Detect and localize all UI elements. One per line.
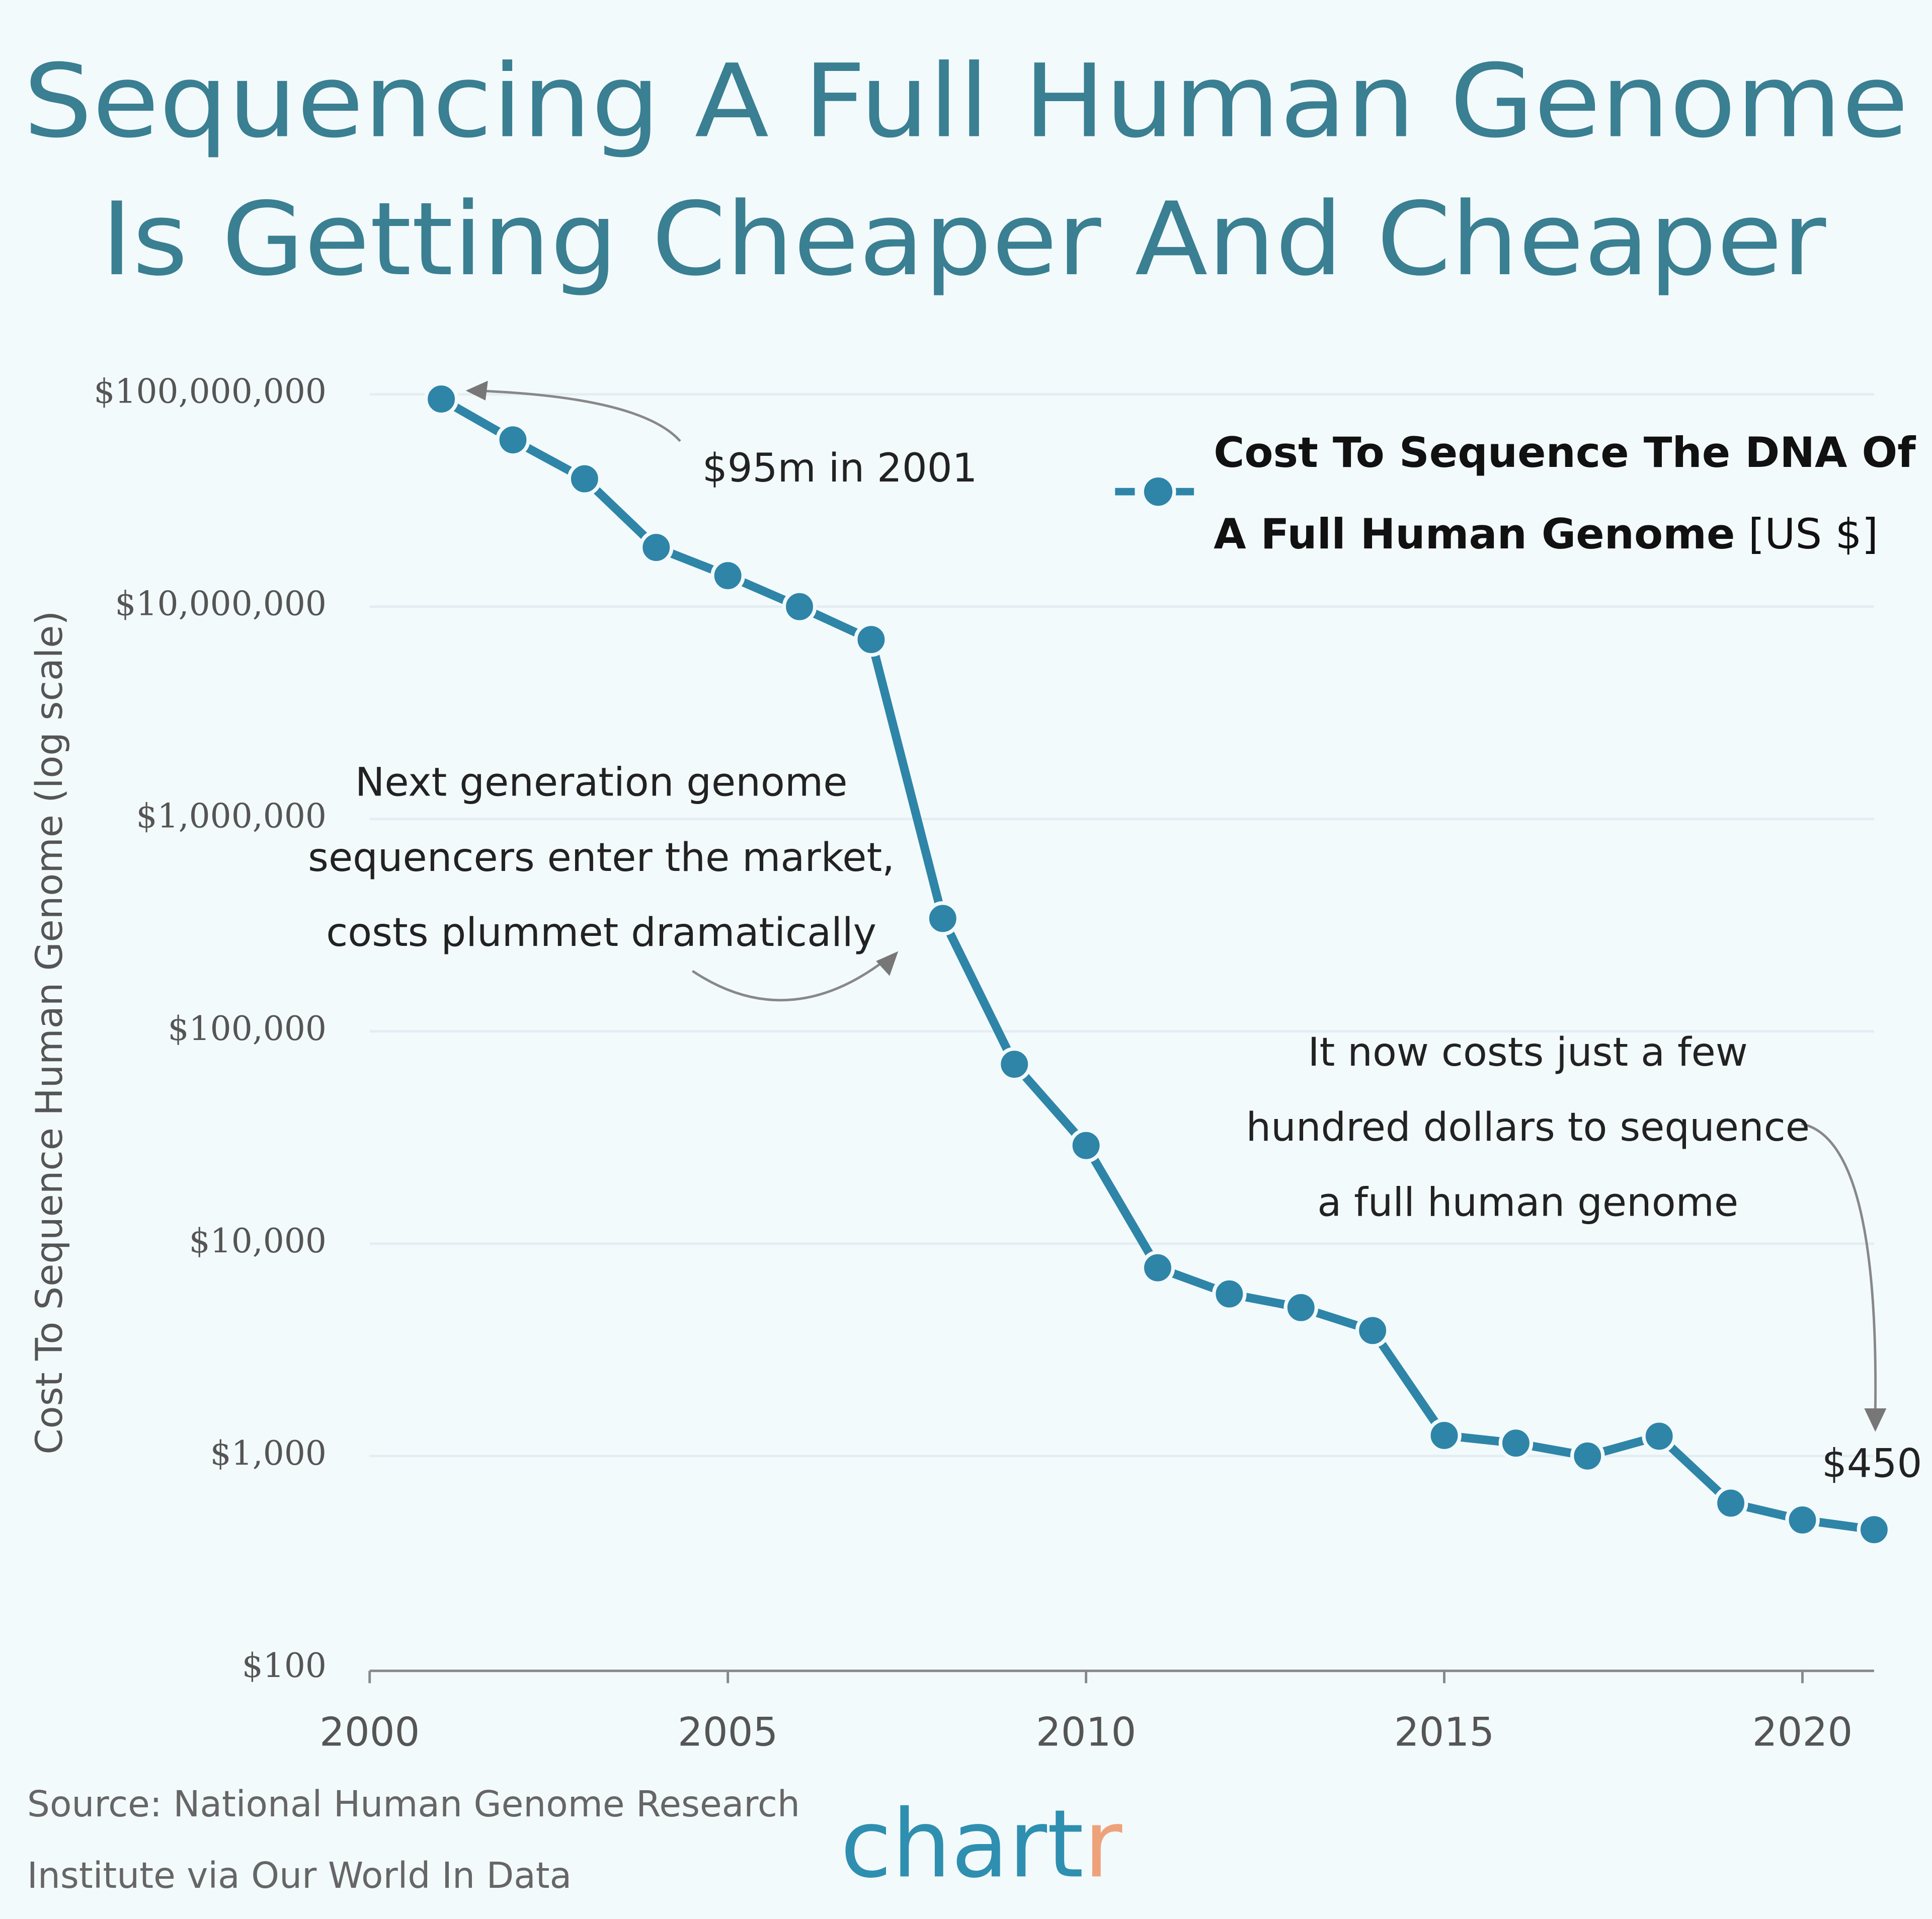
legend-entry: Cost To Sequence The DNA Of A Full Human… bbox=[1214, 413, 1928, 575]
arrow bbox=[474, 389, 681, 442]
arrow-head bbox=[465, 380, 488, 401]
arrow bbox=[691, 957, 888, 1002]
y-tick-label: $1,000,000 bbox=[136, 797, 327, 836]
annotation: It now costs just a few bbox=[1308, 1029, 1748, 1075]
annotation: $450 bbox=[1822, 1441, 1922, 1487]
source: Source: National Human Genome Research I… bbox=[27, 1783, 800, 1896]
x-tick-label: 2020 bbox=[1752, 1710, 1853, 1755]
x-tick-label: 2005 bbox=[678, 1710, 778, 1755]
y-tick-label: $1,000 bbox=[210, 1434, 327, 1473]
data-point bbox=[1642, 1419, 1676, 1454]
annotation: hundred dollars to sequence bbox=[1246, 1104, 1809, 1150]
chart-title: Sequencing A Full Human Genome bbox=[24, 43, 1909, 161]
data-point bbox=[1713, 1486, 1748, 1521]
data-point bbox=[1857, 1512, 1892, 1547]
chart-title: Is Getting Cheaper And Cheaper bbox=[101, 181, 1826, 298]
grid: $100 $1,000 $10,000 $100,000 $1,000,000 $10,0… bbox=[94, 372, 1874, 1755]
legend-label: Cost To Sequence The DNA Of A Full Human… bbox=[1214, 429, 1916, 559]
data-point bbox=[567, 461, 602, 496]
data-point bbox=[1498, 1425, 1534, 1461]
legend: Cost To Sequence The DNA Of A Full Human… bbox=[1214, 413, 1928, 575]
data-point bbox=[638, 530, 674, 565]
y-tick-label: $100 bbox=[242, 1646, 327, 1685]
data-point bbox=[997, 1047, 1032, 1082]
x-tick-label: 2000 bbox=[319, 1710, 420, 1755]
data-point bbox=[782, 589, 817, 624]
data-point bbox=[1427, 1418, 1462, 1453]
annotation: sequencers enter the market, bbox=[308, 835, 895, 881]
y-tick-label: $100,000,000 bbox=[94, 372, 327, 411]
source-text: Source: National Human Genome Research I… bbox=[27, 1783, 800, 1896]
plot bbox=[424, 381, 1892, 1547]
annotation: a full human genome bbox=[1317, 1180, 1738, 1226]
data-point bbox=[424, 381, 459, 417]
data-point bbox=[925, 901, 960, 936]
arrow-head bbox=[1864, 1408, 1887, 1432]
y-tick-label: $100,000 bbox=[168, 1009, 327, 1048]
data-point bbox=[854, 622, 889, 657]
arrow-head bbox=[876, 951, 899, 976]
arrow bbox=[1801, 1123, 1877, 1411]
logo: chartr bbox=[840, 1789, 1122, 1898]
x-tick-label: 2010 bbox=[1036, 1710, 1136, 1755]
data-point bbox=[1785, 1502, 1820, 1538]
data-point bbox=[1355, 1313, 1390, 1348]
data-point bbox=[1283, 1290, 1319, 1325]
data-point bbox=[1212, 1276, 1247, 1311]
data-point bbox=[1570, 1438, 1605, 1474]
data-point bbox=[496, 422, 530, 457]
y-tick-label: $10,000,000 bbox=[115, 585, 327, 623]
x-tick-label: 2015 bbox=[1394, 1710, 1494, 1755]
y-tick-label: $10,000 bbox=[189, 1222, 327, 1260]
legend-unit: [US $] bbox=[1748, 510, 1879, 559]
annotation: $95m in 2001 bbox=[702, 445, 978, 491]
logo-text: r bbox=[1084, 1789, 1122, 1898]
y-axis-label: Cost To Sequence Human Genome (log scale… bbox=[28, 611, 71, 1455]
logo-text: chart bbox=[840, 1789, 1084, 1898]
annotation: costs plummet dramatically bbox=[326, 910, 876, 955]
data-point bbox=[1069, 1128, 1103, 1163]
data-point bbox=[710, 558, 745, 593]
legend-swatch bbox=[1140, 473, 1176, 510]
data-point bbox=[1140, 1250, 1175, 1286]
annotation: Next generation genome bbox=[355, 759, 848, 805]
